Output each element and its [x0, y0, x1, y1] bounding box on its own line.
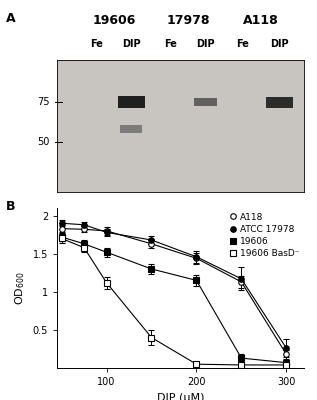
Text: DIP: DIP [122, 40, 140, 50]
Text: DIP: DIP [196, 40, 215, 50]
Text: 19606: 19606 [92, 14, 136, 27]
Text: 50: 50 [37, 137, 50, 147]
X-axis label: DIP (μM): DIP (μM) [157, 392, 204, 400]
Text: B: B [6, 200, 16, 213]
Text: A118: A118 [243, 14, 279, 27]
FancyBboxPatch shape [194, 98, 217, 106]
Text: A: A [6, 12, 16, 25]
FancyBboxPatch shape [118, 96, 145, 108]
Text: DIP: DIP [270, 40, 289, 50]
FancyBboxPatch shape [120, 125, 142, 132]
Legend: A118, ATCC 17978, 19606, 19606 BasD⁻: A118, ATCC 17978, 19606, 19606 BasD⁻ [230, 212, 300, 258]
Text: Fe: Fe [164, 40, 177, 50]
Text: Fe: Fe [236, 40, 249, 50]
Text: 17978: 17978 [166, 14, 210, 27]
Text: Fe: Fe [90, 40, 103, 50]
Y-axis label: OD$_{600}$: OD$_{600}$ [13, 271, 27, 305]
FancyBboxPatch shape [266, 97, 293, 108]
Text: 75: 75 [37, 97, 50, 107]
